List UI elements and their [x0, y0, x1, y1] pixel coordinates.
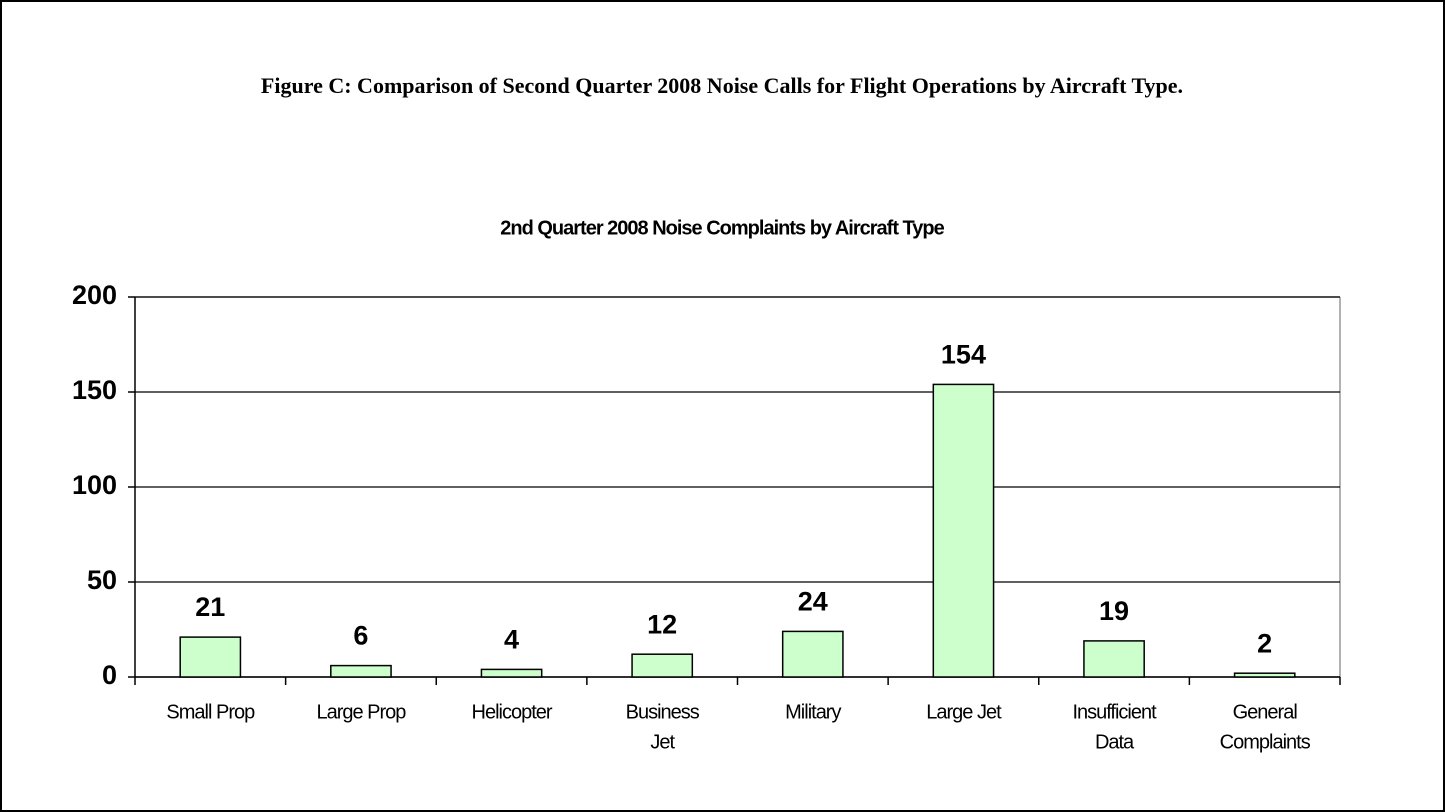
bar	[781, 630, 844, 678]
value-label: 12	[647, 609, 677, 639]
x-tick-label: Large Prop	[316, 701, 406, 723]
bar	[179, 636, 242, 678]
bar	[1083, 640, 1145, 678]
figure-caption: Figure C: Comparison of Second Quarter 2…	[261, 73, 1183, 98]
y-tick-label: 0	[102, 660, 117, 690]
value-label: 6	[353, 621, 368, 651]
x-tick-label: Helicopter	[472, 701, 553, 723]
x-tick-label: Data	[1095, 731, 1135, 753]
x-tick-label: Small Prop	[166, 701, 255, 723]
x-tick-label: Military	[785, 701, 841, 723]
value-label: 21	[195, 592, 225, 622]
bar	[480, 668, 543, 678]
x-tick-label: Insufficient	[1072, 701, 1157, 723]
x-tick-label: Large Jet	[926, 701, 1002, 723]
y-tick-label: 50	[87, 565, 117, 595]
value-label: 4	[504, 625, 519, 655]
chart-title: 2nd Quarter 2008 Noise Complaints by Air…	[500, 217, 944, 239]
bar	[1233, 672, 1296, 678]
x-tick-label: Business	[626, 701, 700, 723]
bar	[932, 383, 995, 678]
bar	[631, 653, 694, 678]
bar	[330, 664, 392, 678]
x-tick-label: General	[1233, 701, 1298, 723]
y-tick-label: 200	[72, 280, 117, 310]
x-tick-label: Complaints	[1220, 731, 1311, 753]
value-label: 2	[1257, 628, 1272, 658]
y-tick-label: 100	[72, 470, 117, 500]
y-tick-label: 150	[72, 375, 117, 405]
value-label: 19	[1099, 596, 1129, 626]
value-label: 154	[941, 340, 986, 370]
x-tick-label: Jet	[650, 731, 675, 753]
value-label: 24	[798, 587, 828, 617]
